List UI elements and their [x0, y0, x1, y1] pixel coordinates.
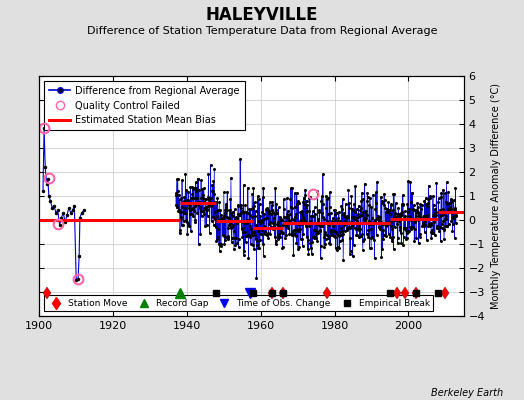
Legend: Station Move, Record Gap, Time of Obs. Change, Empirical Break: Station Move, Record Gap, Time of Obs. C… — [44, 295, 433, 312]
Text: HALEYVILLE: HALEYVILLE — [206, 6, 318, 24]
Y-axis label: Monthly Temperature Anomaly Difference (°C): Monthly Temperature Anomaly Difference (… — [490, 83, 500, 309]
Text: Difference of Station Temperature Data from Regional Average: Difference of Station Temperature Data f… — [87, 26, 437, 36]
Text: Berkeley Earth: Berkeley Earth — [431, 388, 503, 398]
